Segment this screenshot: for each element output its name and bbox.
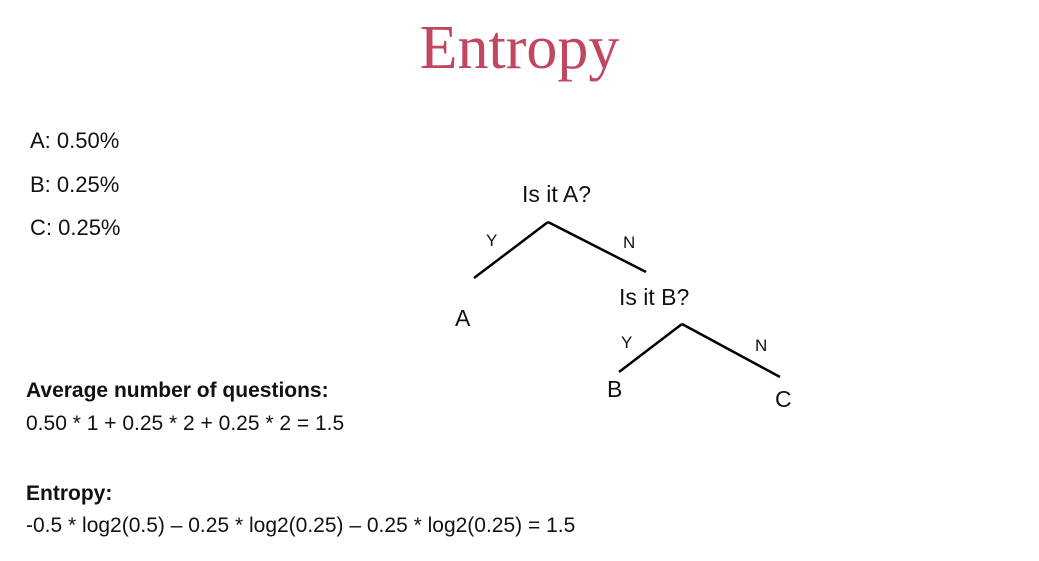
second-question: Is it B? — [619, 284, 690, 310]
root-yes-label: Y — [486, 231, 498, 250]
root-no-label: N — [623, 233, 636, 252]
second-no-label: N — [755, 336, 768, 355]
leaf-b: B — [607, 376, 623, 402]
entropy-heading: Entropy: — [26, 482, 113, 505]
probability-c: C: 0.25% — [30, 215, 121, 240]
leaf-a: A — [455, 305, 471, 331]
probability-b: B: 0.25% — [30, 172, 120, 197]
leaf-c: C — [775, 386, 792, 412]
probability-a: A: 0.50% — [30, 128, 120, 153]
entropy-formula: -0.5 * log2(0.5) – 0.25 * log2(0.25) – 0… — [26, 514, 576, 537]
second-no-edge — [681, 322, 781, 379]
root-no-edge — [547, 220, 647, 274]
root-yes-edge — [473, 221, 549, 279]
root-question: Is it A? — [522, 181, 592, 207]
average-formula: 0.50 * 1 + 0.25 * 2 + 0.25 * 2 = 1.5 — [26, 412, 345, 435]
second-yes-label: Y — [621, 333, 633, 352]
second-yes-edge — [618, 323, 683, 373]
average-heading: Average number of questions: — [26, 379, 329, 402]
slide-title: Entropy — [419, 14, 620, 82]
